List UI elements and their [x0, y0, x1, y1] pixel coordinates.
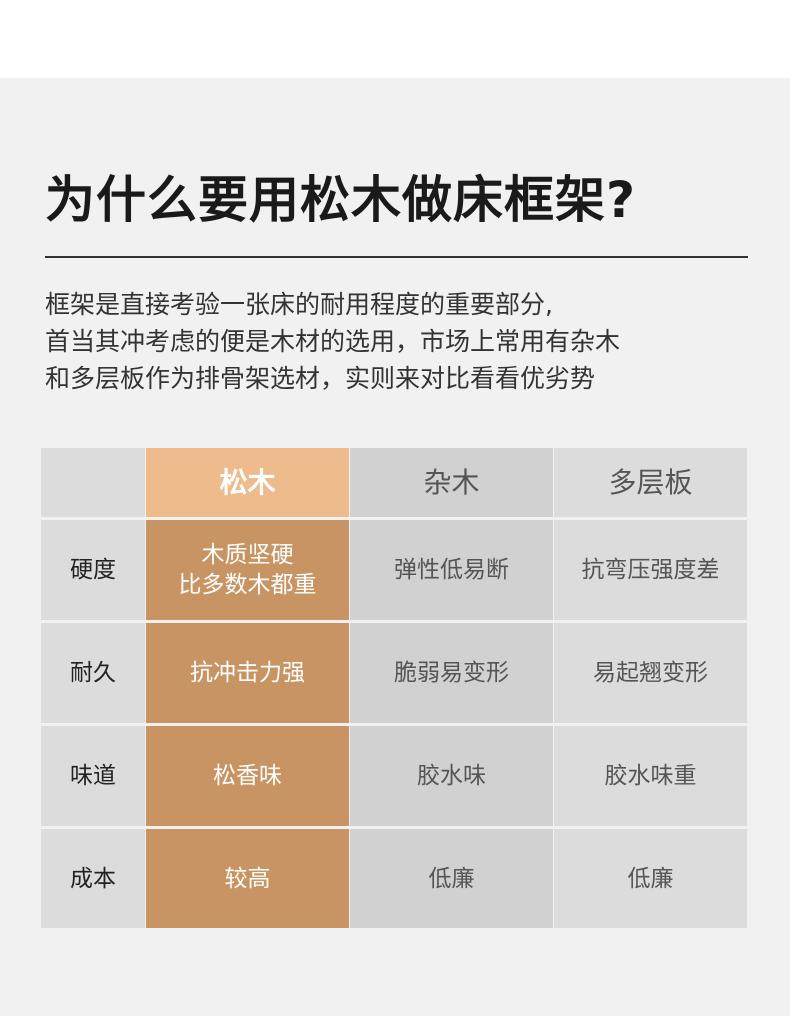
row-label: 味道: [41, 726, 145, 826]
intro-line: 和多层板作为排骨架选材，实则来对比看看优劣势: [45, 364, 596, 393]
plywood-cell: 胶水味重: [554, 726, 747, 826]
title-divider: [45, 256, 748, 258]
plywood-cell: 低廉: [554, 829, 747, 928]
intro-text: 框架是直接考验一张床的耐用程度的重要部分, 首当其冲考虑的便是木材的选用，市场上…: [45, 286, 620, 397]
intro-line: 框架是直接考验一张床的耐用程度的重要部分,: [45, 290, 553, 319]
cell-line: 比多数木都重: [178, 572, 317, 598]
mixed-wood-cell: 脆弱易变形: [350, 623, 553, 723]
mixed-wood-cell: 低廉: [350, 829, 553, 928]
mixed-wood-cell: 胶水味: [350, 726, 553, 826]
cell-line: 松香味: [213, 763, 282, 789]
row-label: 硬度: [41, 520, 145, 620]
pine-cell: 木质坚硬比多数木都重: [146, 520, 349, 620]
top-white-band: [0, 0, 790, 78]
header-pine: 松木: [146, 448, 349, 517]
page-title: 为什么要用松木做床框架?: [45, 171, 637, 229]
header-plywood: 多层板: [554, 448, 747, 517]
row-label: 成本: [41, 829, 145, 928]
header-empty: [41, 448, 145, 517]
cell-line: 抗冲击力强: [190, 660, 305, 686]
header-mixed-wood: 杂木: [350, 448, 553, 517]
row-label: 耐久: [41, 623, 145, 723]
plywood-cell: 抗弯压强度差: [554, 520, 747, 620]
mixed-wood-cell: 弹性低易断: [350, 520, 553, 620]
plywood-cell: 易起翘变形: [554, 623, 747, 723]
pine-cell: 松香味: [146, 726, 349, 826]
cell-line: 木质坚硬: [201, 542, 294, 568]
pine-cell: 抗冲击力强: [146, 623, 349, 723]
pine-cell: 较高: [146, 829, 349, 928]
cell-line: 较高: [224, 865, 271, 892]
intro-line: 首当其冲考虑的便是木材的选用，市场上常用有杂木: [45, 327, 621, 356]
